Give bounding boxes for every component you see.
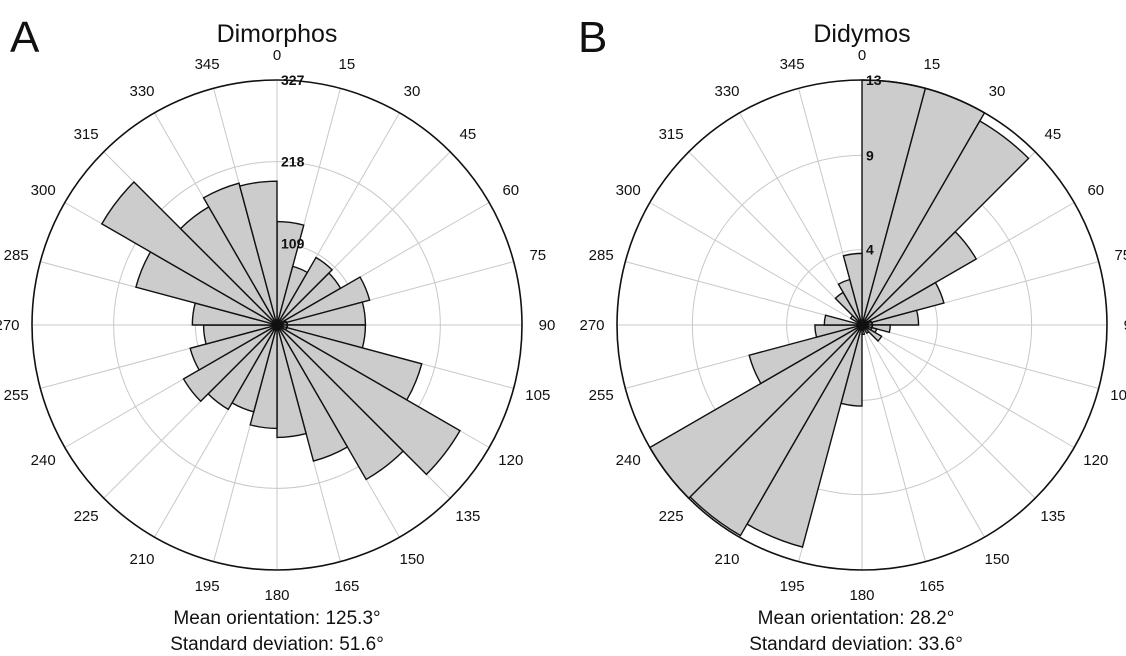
panel-b-didymos: B Didymos 015304560759010512013515016518… [578, 13, 1126, 655]
angle-tick-label: 90 [539, 317, 556, 334]
histogram-wedge [202, 182, 278, 326]
outer-circle [616, 79, 1108, 571]
angle-tick-label: 225 [659, 508, 684, 525]
radial-tick-label: 327 [281, 72, 305, 88]
histogram-wedge [861, 281, 945, 326]
angle-tick-label: 255 [4, 387, 29, 404]
histogram-wedge [189, 324, 278, 371]
histogram-wedge [276, 324, 349, 462]
radial-tick-label: 0 [866, 317, 874, 333]
angle-tick-label: 270 [0, 317, 20, 334]
angle-tick-label: 210 [714, 551, 739, 568]
angle-tick-label: 195 [780, 578, 805, 595]
grid-spoke [688, 151, 863, 326]
angle-tick-label: 240 [31, 452, 56, 469]
angle-tick-label: 135 [1040, 508, 1065, 525]
histogram-wedge [814, 324, 863, 339]
angle-tick-label: 180 [264, 587, 289, 604]
grid-spoke [861, 324, 926, 562]
grid-spoke [861, 324, 1075, 448]
angle-tick-label: 45 [460, 126, 477, 143]
angle-tick-label: 285 [4, 247, 29, 264]
chart-title: Dimorphos [217, 20, 338, 48]
angle-tick-label: 315 [659, 126, 684, 143]
angle-tick-label: 240 [616, 452, 641, 469]
polar-plot: 0 15 30 45 60 75 90 105 120 135 150 165 180 195 210 225… [0, 47, 555, 604]
panel-a-dimorphos: A Dimorphos 0 15 30 45 60 75 90 105 120 135 150 165… [0, 13, 555, 655]
histogram-wedge [100, 180, 278, 326]
histogram-wedge [861, 230, 978, 326]
panel-label: A [10, 13, 40, 62]
angle-tick-label: 105 [1110, 387, 1126, 404]
angle-tick-label: 135 [455, 508, 480, 525]
angle-tick-label: 30 [404, 83, 421, 100]
angle-tick-label: 150 [984, 551, 1009, 568]
histogram-wedge [276, 256, 334, 326]
histogram-wedge [182, 324, 278, 403]
angle-tick-label: 330 [129, 83, 154, 100]
mean-orientation-text: Mean orientation: 125.3° [173, 608, 380, 629]
angle-tick-label: 300 [31, 182, 56, 199]
angle-tick-label: 165 [919, 578, 944, 595]
radial-tick-label: 0 [281, 317, 289, 333]
angle-tick-label: 105 [525, 387, 550, 404]
histogram-wedge [276, 324, 307, 439]
grid-spoke [861, 324, 1036, 499]
angle-tick-label: 345 [195, 56, 220, 73]
angle-tick-label: 270 [579, 317, 604, 334]
angle-tick-label: 75 [1114, 247, 1126, 264]
angle-tick-label: 15 [339, 56, 356, 73]
angle-tick-label: 285 [589, 247, 614, 264]
radial-tick-label: 4 [866, 242, 874, 258]
radial-tick-label: 109 [281, 235, 305, 251]
angle-tick-label: 315 [74, 126, 99, 143]
polar-plot: 0153045607590105120135150165180195210225… [579, 47, 1126, 604]
standard-deviation-text: Standard deviation: 51.6° [170, 634, 384, 655]
grid-spoke [861, 324, 985, 538]
histogram-wedge [861, 120, 1030, 326]
histogram-wedge [276, 276, 371, 326]
angle-tick-label: 345 [780, 56, 805, 73]
histogram-wedge [861, 324, 870, 335]
angle-tick-label: 60 [1087, 182, 1104, 199]
angle-tick-label: 150 [399, 551, 424, 568]
histogram-wedge [238, 180, 278, 326]
radial-tick-label: 218 [281, 154, 305, 170]
angle-tick-label: 75 [529, 247, 546, 264]
angle-tick-label: 300 [616, 182, 641, 199]
grid-spoke [625, 261, 863, 326]
angle-tick-label: 45 [1045, 126, 1062, 143]
chart-title: Didymos [813, 20, 910, 48]
angle-tick-label: 225 [74, 508, 99, 525]
angle-tick-label: 30 [989, 83, 1006, 100]
histogram-wedge [842, 252, 863, 326]
histogram-wedge [823, 314, 863, 326]
histogram-wedge [276, 324, 461, 476]
angle-tick-label: 330 [714, 83, 739, 100]
radial-tick-label: 13 [866, 72, 882, 88]
outer-circle [31, 79, 523, 571]
radial-tick-label: 9 [866, 147, 874, 163]
angle-tick-label: 255 [589, 387, 614, 404]
angle-tick-label: 120 [498, 452, 523, 469]
mean-orientation-text: Mean orientation: 28.2° [758, 608, 955, 629]
grid-spoke [861, 324, 1099, 389]
panel-label: B [578, 13, 607, 62]
angle-tick-label: 195 [195, 578, 220, 595]
angle-tick-label: 60 [502, 182, 519, 199]
angle-tick-label: 15 [924, 56, 941, 73]
angle-tick-label: 0 [273, 47, 281, 64]
angle-tick-label: 165 [334, 578, 359, 595]
angle-tick-label: 0 [858, 47, 866, 64]
histogram-wedge [861, 309, 920, 326]
grid-spoke [649, 202, 863, 326]
angle-tick-label: 90 [1124, 317, 1126, 334]
angle-tick-label: 180 [849, 587, 874, 604]
histogram-wedge [748, 324, 863, 385]
angle-tick-label: 120 [1083, 452, 1108, 469]
standard-deviation-text: Standard deviation: 33.6° [749, 634, 963, 655]
histogram-wedge [276, 324, 405, 481]
angle-tick-label: 210 [129, 551, 154, 568]
